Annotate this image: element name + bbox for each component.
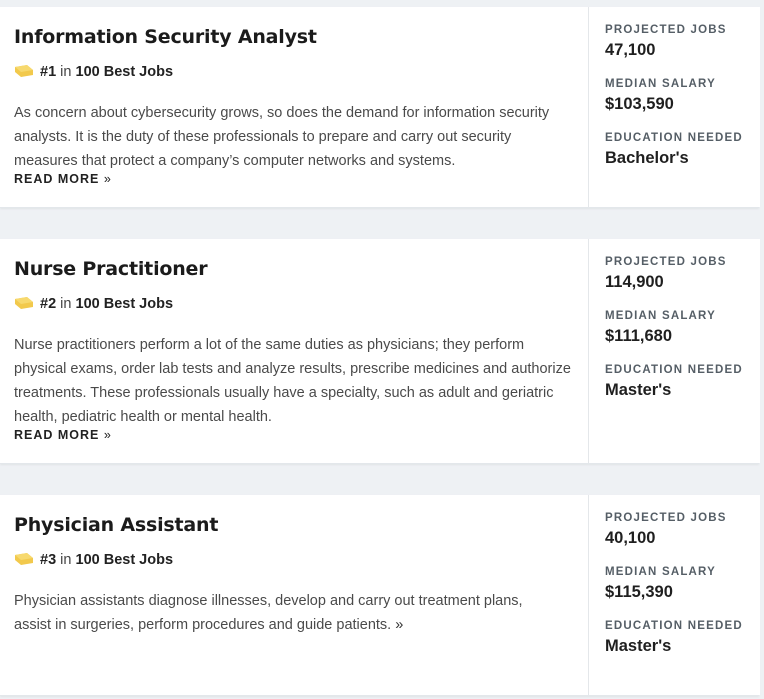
rank-list-link[interactable]: 100 Best Jobs xyxy=(75,296,174,312)
job-description: As concern about cybersecurity grows, so… xyxy=(14,105,550,169)
rank-number: #3 xyxy=(40,552,57,568)
education-needed-label: EDUCATION NEEDED xyxy=(605,364,743,376)
education-needed-value: Bachelor's xyxy=(605,149,689,167)
job-card-main: Information Security Analyst #1 in 100 B… xyxy=(0,7,588,207)
job-description-text: Physician assistants diagnose illnesses,… xyxy=(14,593,523,633)
job-card: Information Security Analyst #1 in 100 B… xyxy=(0,7,760,208)
projected-jobs-label: PROJECTED JOBS xyxy=(605,24,727,36)
median-salary-label: MEDIAN SALARY xyxy=(605,78,717,90)
projected-jobs-value: 114,900 xyxy=(605,273,664,291)
job-card: Nurse Practitioner #2 in 100 Best Jobs N… xyxy=(0,239,760,464)
rank-line: #3 in 100 Best Jobs xyxy=(14,552,173,568)
job-description: Nurse practitioners perform a lot of the… xyxy=(14,337,571,425)
ribbon-badge-icon xyxy=(15,297,33,309)
rank-number: #2 xyxy=(40,296,57,312)
rank-list-link[interactable]: 100 Best Jobs xyxy=(75,552,174,568)
projected-jobs-label: PROJECTED JOBS xyxy=(605,256,727,268)
median-salary-label: MEDIAN SALARY xyxy=(605,566,717,578)
job-card-main: Physician Assistant #3 in 100 Best Jobs … xyxy=(0,495,588,695)
projected-jobs-label: PROJECTED JOBS xyxy=(605,512,727,524)
job-card: Physician Assistant #3 in 100 Best Jobs … xyxy=(0,495,760,696)
rank-line: #1 in 100 Best Jobs xyxy=(14,64,173,80)
ribbon-badge-icon xyxy=(15,65,33,77)
read-more-arrow: » xyxy=(103,428,112,442)
job-stats-panel: PROJECTED JOBS 114,900 MEDIAN SALARY $11… xyxy=(588,239,760,463)
rank-line: #2 in 100 Best Jobs xyxy=(14,296,173,312)
read-more-link[interactable]: READ MORE » xyxy=(14,172,112,186)
read-more-link[interactable]: READ MORE » xyxy=(14,428,112,442)
job-title-link[interactable]: Nurse Practitioner xyxy=(14,258,208,280)
median-salary-value: $115,390 xyxy=(605,583,673,601)
job-title-link[interactable]: Physician Assistant xyxy=(14,514,219,536)
education-needed-value: Master's xyxy=(605,637,672,655)
read-more-label: READ MORE xyxy=(14,428,100,442)
ribbon-badge-icon xyxy=(15,553,33,565)
education-needed-label: EDUCATION NEEDED xyxy=(605,620,743,632)
median-salary-value: $103,590 xyxy=(605,95,674,113)
median-salary-label: MEDIAN SALARY xyxy=(605,310,717,322)
rank-in-text: in xyxy=(60,296,72,312)
read-more-arrow: » xyxy=(103,172,112,186)
education-needed-label: EDUCATION NEEDED xyxy=(605,132,743,144)
projected-jobs-value: 40,100 xyxy=(605,529,656,547)
job-card-main: Nurse Practitioner #2 in 100 Best Jobs N… xyxy=(0,239,588,463)
job-stats-panel: PROJECTED JOBS 40,100 MEDIAN SALARY $115… xyxy=(588,495,760,695)
job-stats-panel: PROJECTED JOBS 47,100 MEDIAN SALARY $103… xyxy=(588,7,760,207)
job-description: Physician assistants diagnose illnesses,… xyxy=(14,589,544,637)
rank-list-link[interactable]: 100 Best Jobs xyxy=(75,64,174,80)
education-needed-value: Master's xyxy=(605,381,672,399)
read-more-arrow-link[interactable]: » xyxy=(395,617,404,633)
projected-jobs-value: 47,100 xyxy=(605,41,656,59)
rank-in-text: in xyxy=(60,64,72,80)
median-salary-value: $111,680 xyxy=(605,327,672,345)
read-more-label: READ MORE xyxy=(14,172,100,186)
rank-in-text: in xyxy=(60,552,72,568)
rank-number: #1 xyxy=(40,64,57,80)
job-title-link[interactable]: Information Security Analyst xyxy=(14,26,317,48)
